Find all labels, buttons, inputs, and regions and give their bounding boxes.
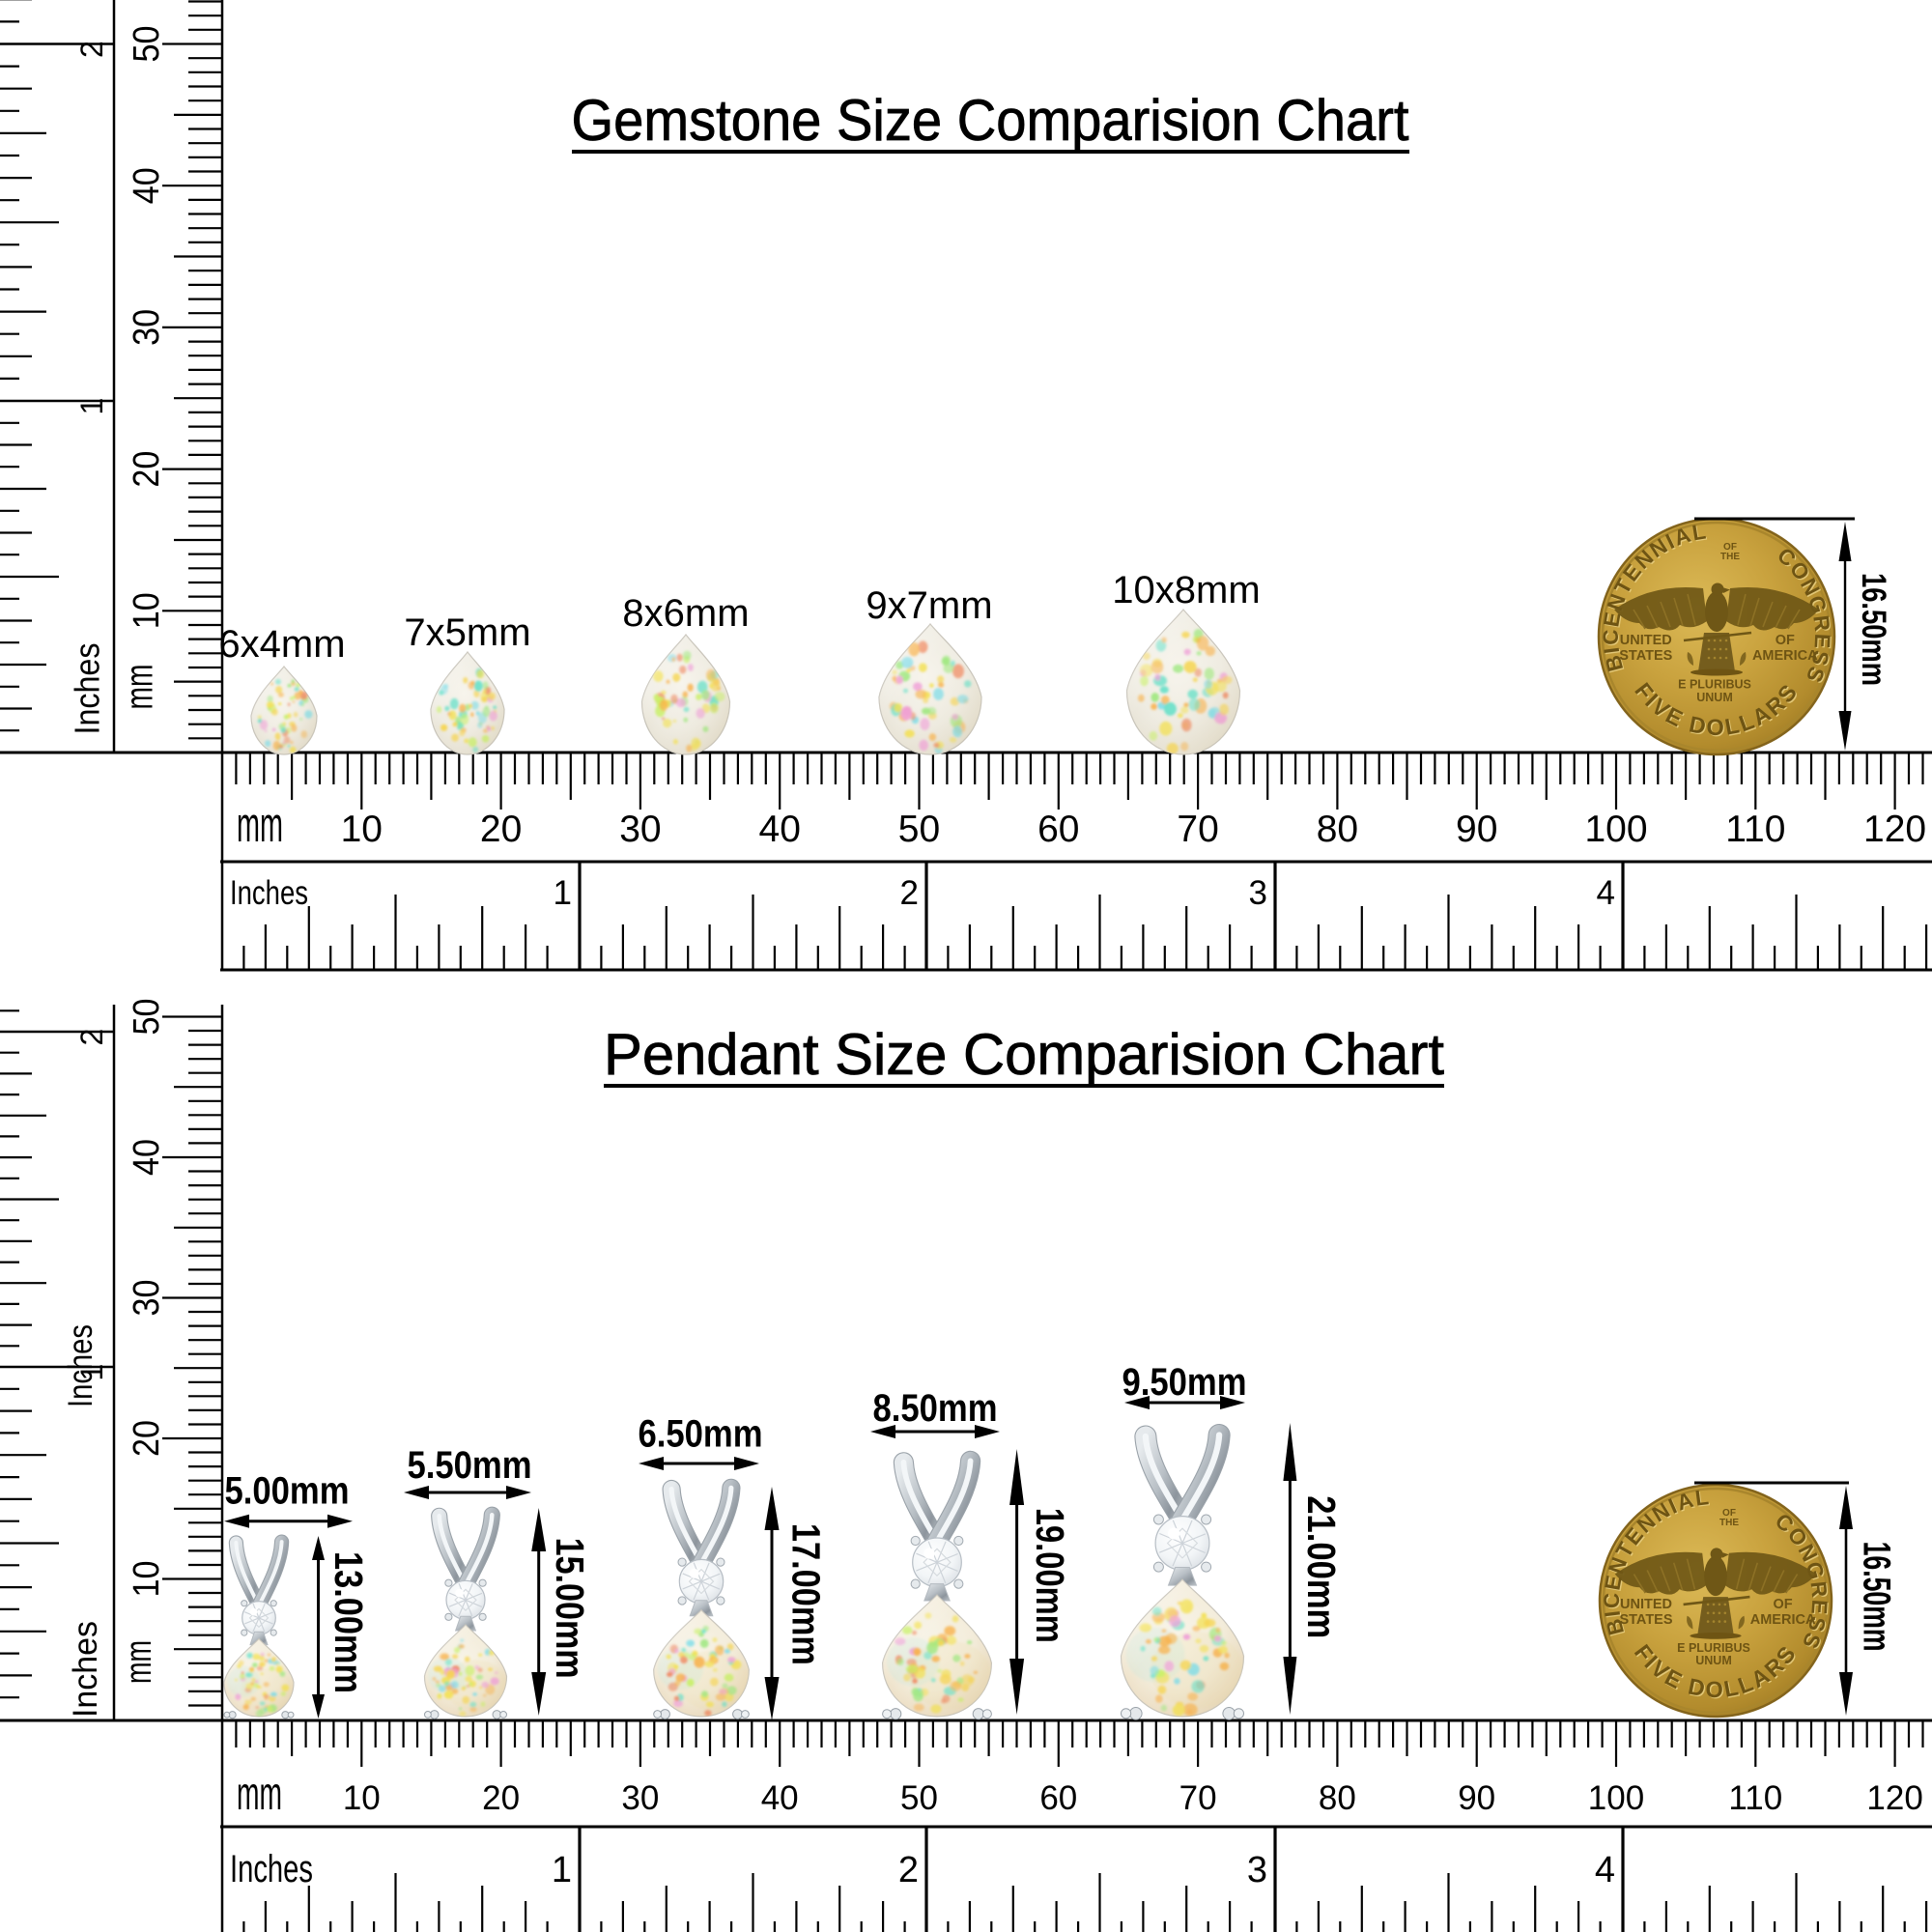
svg-text:16.50mm: 16.50mm xyxy=(1855,1542,1897,1652)
svg-text:60: 60 xyxy=(1039,1779,1077,1817)
svg-text:UNITED: UNITED xyxy=(1620,1597,1672,1612)
svg-text:3: 3 xyxy=(1247,1850,1267,1890)
svg-text:10: 10 xyxy=(127,1561,167,1598)
svg-text:AMERICA: AMERICA xyxy=(1752,648,1818,664)
svg-text:8x6mm: 8x6mm xyxy=(622,592,749,635)
svg-text:Inches: Inches xyxy=(230,1848,313,1890)
svg-text:5.50mm: 5.50mm xyxy=(408,1444,532,1487)
svg-text:8.50mm: 8.50mm xyxy=(873,1387,998,1430)
svg-text:50: 50 xyxy=(900,1779,938,1817)
svg-text:40: 40 xyxy=(127,167,167,204)
svg-text:10: 10 xyxy=(127,592,167,629)
svg-text:120: 120 xyxy=(1866,1779,1922,1817)
svg-text:13.00mm: 13.00mm xyxy=(327,1551,371,1693)
svg-text:20: 20 xyxy=(480,809,522,850)
svg-text:OF: OF xyxy=(1776,633,1795,648)
svg-text:1: 1 xyxy=(74,398,109,415)
svg-text:6.50mm: 6.50mm xyxy=(639,1412,763,1455)
svg-text:E PLURIBUS: E PLURIBUS xyxy=(1678,678,1751,692)
svg-text:Inches: Inches xyxy=(68,643,107,735)
svg-text:15.00mm: 15.00mm xyxy=(548,1538,592,1679)
svg-text:16.50mm: 16.50mm xyxy=(1855,573,1892,686)
svg-text:AMERICA: AMERICA xyxy=(1750,1612,1816,1628)
svg-text:70: 70 xyxy=(1179,1779,1217,1817)
svg-text:60: 60 xyxy=(1037,809,1079,850)
svg-text:UNUM: UNUM xyxy=(1696,691,1733,704)
svg-text:1: 1 xyxy=(74,1364,109,1381)
svg-text:1: 1 xyxy=(552,1850,572,1890)
svg-text:10: 10 xyxy=(343,1779,381,1817)
svg-text:19.00mm: 19.00mm xyxy=(1028,1508,1072,1643)
svg-text:OF: OF xyxy=(1723,542,1737,553)
svg-text:50: 50 xyxy=(898,809,940,850)
svg-text:OF: OF xyxy=(1774,1597,1793,1612)
svg-text:80: 80 xyxy=(1319,1779,1356,1817)
svg-text:mm: mm xyxy=(237,797,283,852)
svg-text:20: 20 xyxy=(127,1420,167,1457)
svg-text:3: 3 xyxy=(1249,874,1267,912)
svg-text:80: 80 xyxy=(1317,809,1358,850)
svg-text:OF: OF xyxy=(1722,1508,1736,1519)
svg-text:STATES: STATES xyxy=(1619,1612,1672,1628)
svg-text:Inches: Inches xyxy=(62,1324,99,1407)
svg-text:30: 30 xyxy=(619,809,661,850)
svg-text:30: 30 xyxy=(127,309,167,346)
svg-text:17.00mm: 17.00mm xyxy=(784,1523,829,1665)
svg-text:2: 2 xyxy=(900,874,919,912)
svg-text:30: 30 xyxy=(127,1280,167,1317)
svg-text:E PLURIBUS: E PLURIBUS xyxy=(1677,1641,1750,1655)
svg-text:STATES: STATES xyxy=(1619,648,1672,664)
svg-text:9.50mm: 9.50mm xyxy=(1122,1361,1247,1404)
svg-text:Gemstone Size Comparision Char: Gemstone Size Comparision Chart xyxy=(572,88,1409,153)
svg-text:5.00mm: 5.00mm xyxy=(225,1470,350,1513)
svg-text:THE: THE xyxy=(1720,552,1740,562)
svg-text:mm: mm xyxy=(237,1769,282,1820)
svg-text:110: 110 xyxy=(1728,1779,1782,1817)
svg-text:50: 50 xyxy=(127,999,167,1036)
svg-text:70: 70 xyxy=(1177,809,1218,850)
svg-text:UNITED: UNITED xyxy=(1620,633,1672,648)
svg-text:mm: mm xyxy=(119,1640,159,1684)
svg-text:90: 90 xyxy=(1456,809,1497,850)
svg-text:100: 100 xyxy=(1588,1779,1644,1817)
svg-text:4: 4 xyxy=(1595,1850,1615,1890)
svg-text:mm: mm xyxy=(119,665,161,710)
svg-text:100: 100 xyxy=(1584,809,1647,850)
svg-text:20: 20 xyxy=(127,451,167,488)
svg-text:120: 120 xyxy=(1863,809,1926,850)
svg-text:110: 110 xyxy=(1725,809,1785,850)
svg-text:UNUM: UNUM xyxy=(1695,1654,1732,1667)
svg-text:10: 10 xyxy=(341,809,383,850)
svg-text:1: 1 xyxy=(554,874,572,912)
svg-text:Pendant Size Comparision Chart: Pendant Size Comparision Chart xyxy=(604,1022,1444,1087)
svg-text:21.00mm: 21.00mm xyxy=(1299,1495,1344,1638)
svg-text:50: 50 xyxy=(127,26,167,63)
svg-text:40: 40 xyxy=(759,809,801,850)
svg-text:2: 2 xyxy=(74,1029,109,1046)
svg-text:20: 20 xyxy=(482,1779,520,1817)
svg-text:2: 2 xyxy=(74,41,109,58)
svg-text:30: 30 xyxy=(621,1779,659,1817)
svg-text:40: 40 xyxy=(761,1779,799,1817)
svg-text:7x5mm: 7x5mm xyxy=(404,611,530,654)
svg-text:4: 4 xyxy=(1597,874,1615,912)
svg-text:2: 2 xyxy=(898,1850,919,1890)
svg-text:6x4mm: 6x4mm xyxy=(218,623,345,666)
svg-text:40: 40 xyxy=(127,1139,167,1176)
svg-text:90: 90 xyxy=(1458,1779,1495,1817)
svg-text:Inches: Inches xyxy=(230,874,308,912)
svg-text:9x7mm: 9x7mm xyxy=(866,584,992,627)
svg-text:10x8mm: 10x8mm xyxy=(1112,569,1260,611)
svg-text:THE: THE xyxy=(1719,1518,1739,1528)
svg-text:Inches: Inches xyxy=(67,1621,104,1718)
